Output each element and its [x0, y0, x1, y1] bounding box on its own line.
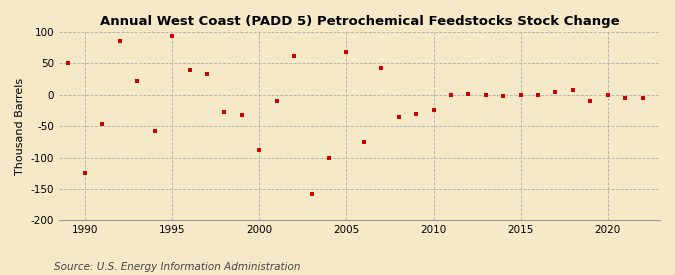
Point	[115, 39, 126, 43]
Point	[358, 140, 369, 144]
Point	[97, 122, 108, 127]
Point	[481, 93, 491, 97]
Point	[236, 113, 247, 118]
Point	[550, 89, 561, 94]
Point	[533, 93, 543, 97]
Point	[80, 171, 90, 175]
Point	[637, 96, 648, 100]
Point	[341, 50, 352, 54]
Point	[497, 94, 508, 98]
Point	[585, 99, 596, 103]
Point	[568, 88, 578, 93]
Point	[202, 72, 213, 76]
Point	[620, 96, 630, 100]
Point	[428, 108, 439, 113]
Point	[463, 91, 474, 96]
Point	[271, 99, 282, 103]
Point	[184, 67, 195, 72]
Point	[376, 66, 387, 71]
Point	[410, 111, 421, 116]
Point	[515, 93, 526, 97]
Point	[254, 148, 265, 152]
Point	[62, 61, 73, 65]
Point	[446, 93, 456, 97]
Point	[602, 93, 613, 97]
Point	[149, 129, 160, 133]
Point	[306, 192, 317, 196]
Point	[219, 110, 230, 115]
Y-axis label: Thousand Barrels: Thousand Barrels	[15, 78, 25, 175]
Point	[132, 79, 142, 83]
Point	[323, 155, 334, 160]
Point	[289, 54, 300, 58]
Title: Annual West Coast (PADD 5) Petrochemical Feedstocks Stock Change: Annual West Coast (PADD 5) Petrochemical…	[100, 15, 619, 28]
Point	[167, 34, 178, 39]
Point	[394, 115, 404, 119]
Text: Source: U.S. Energy Information Administration: Source: U.S. Energy Information Administ…	[54, 262, 300, 272]
